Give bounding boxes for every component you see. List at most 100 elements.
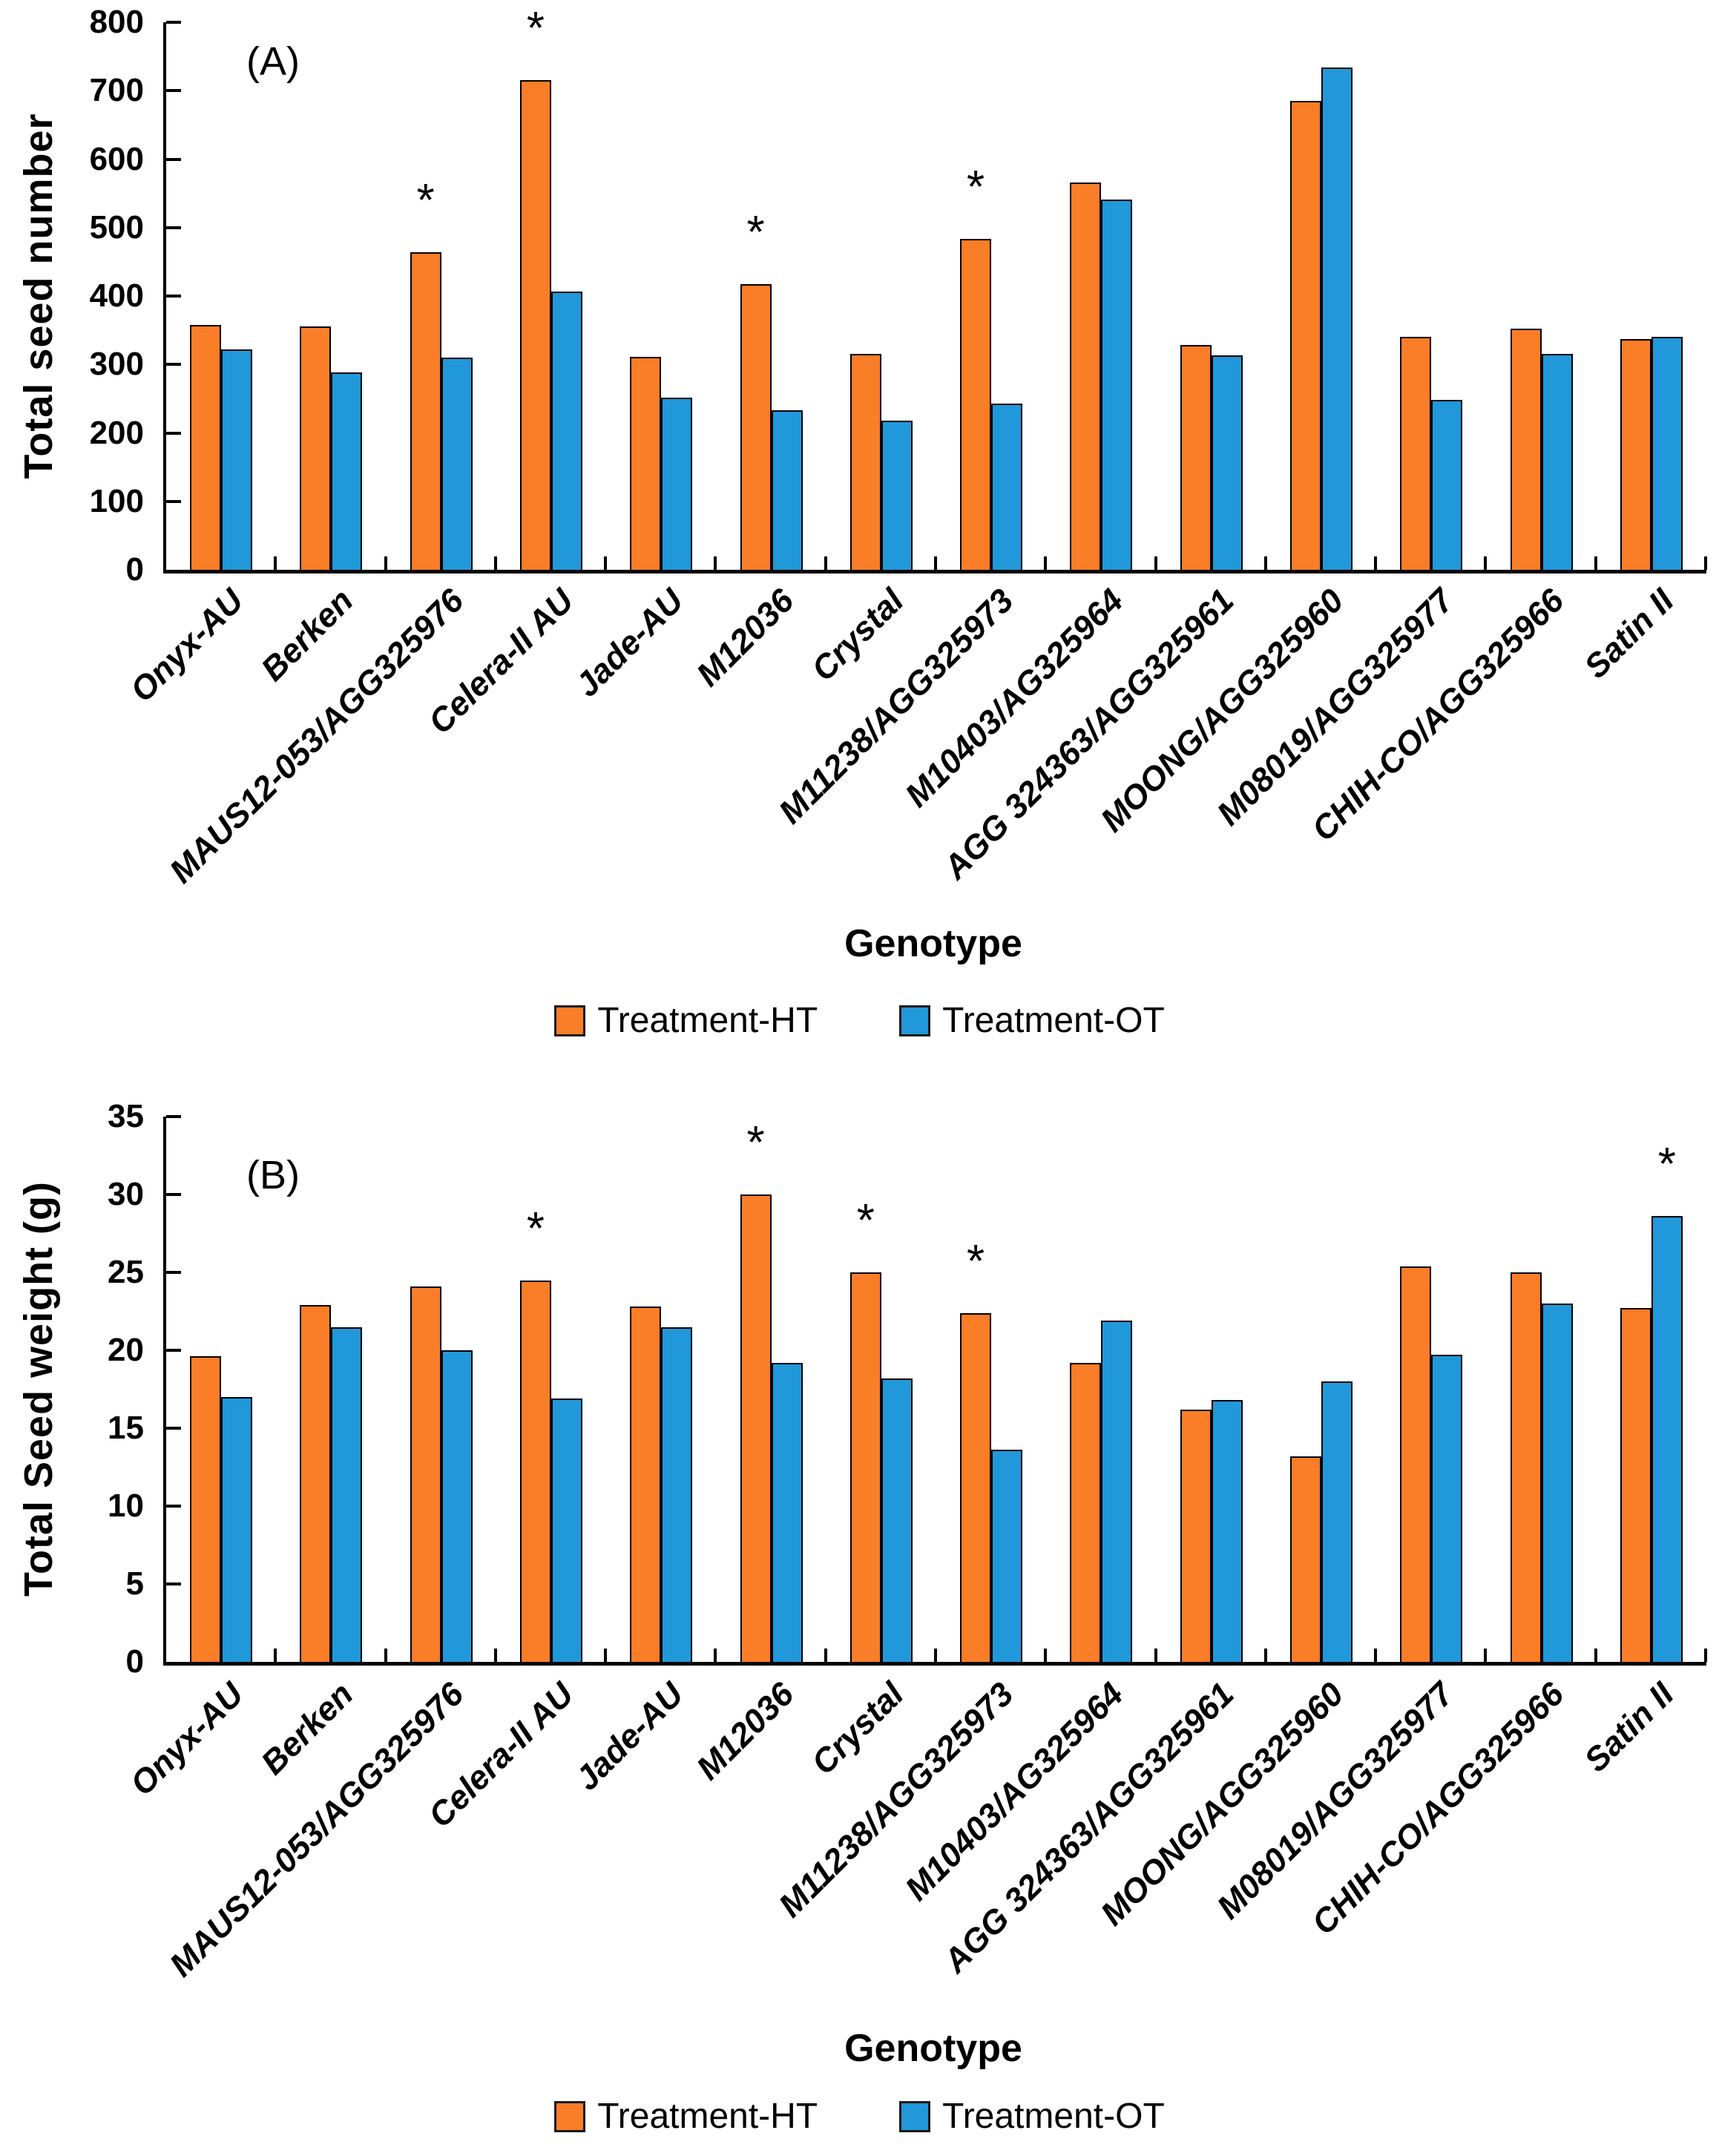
bar-group-Celera-II AU: * [496,1117,606,1662]
panel-letter: (A) [246,39,300,84]
bar-Treatment-OT-Satin II [1651,337,1683,570]
significance-asterisk: * [1657,1139,1676,1191]
bar-group-AGG 324363/AGG325961 [1157,1117,1266,1662]
bar-Treatment-HT-CHIH-CO/AGG325966 [1510,1272,1542,1662]
x-tick-mark [274,556,277,570]
x-tick-mark [384,556,387,570]
bar-Treatment-OT-M10403/AG325964 [1101,1321,1133,1662]
bar-groups: * * * * [166,5,1706,570]
bar-group-CHIH-CO/AGG325966 [1486,22,1596,570]
x-tick-mark [1594,556,1597,570]
bar-Treatment-OT-Berken [331,372,363,570]
x-tick-mark [1154,1649,1157,1662]
bar-Treatment-HT-M08019/AGG325977 [1400,337,1432,570]
y-tick-label: 0 [125,551,144,588]
legend-item-Treatment-OT: Treatment-OT [899,2096,1165,2137]
bar-Treatment-HT-Satin II [1620,339,1651,570]
bar-Treatment-HT-Berken [300,1305,332,1662]
bar-Treatment-HT-Jade-AU [630,357,662,570]
y-tick-mark [166,1505,181,1508]
y-tick-label: 400 [89,277,144,314]
x-tick-mark [493,556,497,570]
y-tick-label: 25 [108,1254,144,1290]
bar-group-Onyx-AU [166,1117,276,1662]
bar-group-M08019/AGG325977 [1376,22,1486,570]
bar-Treatment-OT-MOONG/AGG325960 [1321,67,1352,570]
y-tick-mark [166,157,181,161]
bar-Treatment-HT-Crystal [849,1272,881,1662]
bar-Treatment-HT-MOONG/AGG325960 [1289,1456,1321,1662]
y-tick-mark [166,363,181,367]
bar-Treatment-OT-M08019/AGG325977 [1431,400,1463,570]
x-tick-mark [934,556,937,570]
bar-group-Satin II [1597,22,1706,570]
x-tick-mark [384,1649,387,1662]
y-tick-mark [166,295,181,298]
bar-group-M12036: * [716,1117,826,1662]
bar-group-M11238/AGG325973: * [936,22,1046,570]
bar-Treatment-HT-MAUS12-053/AGG325976 [410,252,441,570]
bar-Treatment-HT-Celera-II AU [519,79,551,570]
bar-group-Jade-AU [606,22,716,570]
bar-group-MAUS12-053/AGG325976 [387,1117,496,1662]
y-tick-label: 0 [125,1643,144,1680]
bar-Treatment-HT-Onyx-AU [190,324,222,570]
significance-asterisk: * [967,162,985,214]
y-tick-label: 30 [108,1176,144,1212]
legend-item-Treatment-OT: Treatment-OT [899,1000,1165,1041]
significance-asterisk: * [746,207,765,259]
bar-Treatment-OT-M12036 [771,410,803,570]
plot-area: (A) * * * * [163,5,1707,573]
bar-group-Berken [276,22,386,570]
y-tick-mark [166,1271,181,1274]
bar-Treatment-HT-Onyx-AU [190,1356,222,1662]
bar-group-MOONG/AGG325960 [1266,1117,1376,1662]
legend-label: Treatment-HT [597,1001,818,1040]
bar-Treatment-HT-M12036 [740,284,772,570]
bar-Treatment-OT-Berken [331,1327,363,1662]
bar-Treatment-OT-M10403/AG325964 [1101,199,1133,570]
y-tick-label: 20 [108,1332,144,1368]
bar-group-M10403/AG325964 [1046,1117,1156,1662]
bar-Treatment-HT-Satin II [1620,1308,1651,1662]
x-tick-mark [1044,1649,1048,1662]
x-tick-mark [824,556,827,570]
bar-Treatment-OT-M12036 [771,1362,803,1662]
bar-Treatment-HT-M12036 [740,1194,772,1662]
bar-group-M08019/AGG325977 [1376,1117,1486,1662]
y-tick-label: 5 [125,1565,144,1602]
plot-area: (B) * * * * * [163,1115,1707,1666]
significance-asterisk: * [746,1117,765,1169]
panel-letter: (B) [246,1153,300,1197]
legend: Treatment-HT Treatment-OT [0,1000,1719,1041]
legend-item-Treatment-HT: Treatment-HT [554,2096,818,2137]
x-axis-title: Genotype [844,2027,1022,2070]
bar-Treatment-OT-Crystal [881,1378,913,1662]
y-tick-mark [166,1193,181,1196]
x-tick-mark [1704,556,1707,570]
legend-swatch-icon [554,1005,586,1036]
bar-group-MAUS12-053/AGG325976: * [387,22,496,570]
bar-group-Berken [276,1117,386,1662]
y-tick-label: 300 [89,346,144,383]
bar-Treatment-HT-M10403/AG325964 [1070,1362,1102,1662]
bar-Treatment-OT-M08019/AGG325977 [1431,1355,1463,1662]
significance-asterisk: * [526,2,545,54]
x-tick-mark [1484,1649,1488,1662]
bar-Treatment-HT-MAUS12-053/AGG325976 [410,1286,441,1662]
bar-Treatment-HT-CHIH-CO/AGG325966 [1510,329,1542,570]
y-tick-label: 800 [89,4,144,40]
x-tick-mark [604,556,608,570]
x-tick-mark [714,556,717,570]
bar-group-Jade-AU [606,1117,716,1662]
panel-A: Total seed number (A) * * * * Onyx-AU Berken… [0,4,1719,1041]
bar-Treatment-HT-AGG 324363/AGG325961 [1180,1409,1212,1662]
y-tick-mark [166,226,181,229]
x-tick-mark [1594,1649,1597,1662]
bar-Treatment-OT-Crystal [881,420,913,570]
x-tick-mark [604,1649,608,1662]
y-tick-label: 100 [89,482,144,519]
bar-group-Crystal: * [826,1117,936,1662]
legend-label: Treatment-OT [942,2097,1165,2136]
